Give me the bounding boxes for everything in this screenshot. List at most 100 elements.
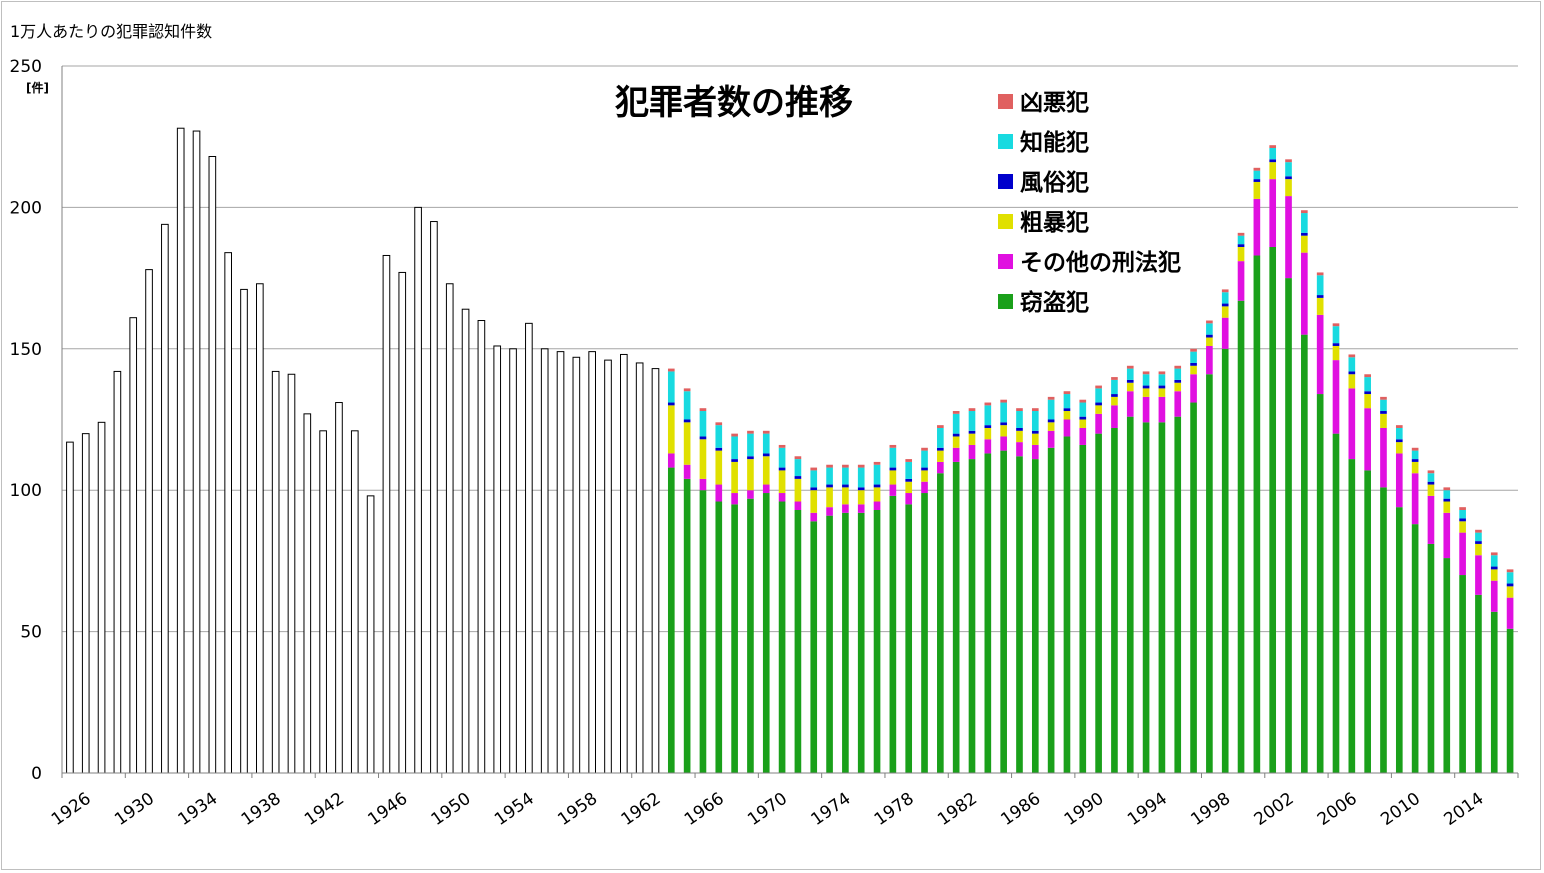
stacked-bar-segment bbox=[1237, 235, 1245, 245]
stacked-bar-segment bbox=[952, 461, 960, 773]
total-bar bbox=[240, 288, 248, 774]
stacked-bar-segment bbox=[1016, 411, 1023, 428]
stacked-bar-segment bbox=[952, 413, 960, 434]
stacked-bar-segment bbox=[1237, 246, 1245, 262]
x-tick-label: 1970 bbox=[744, 789, 791, 830]
chart-title: 犯罪者数の推移 bbox=[615, 83, 853, 123]
stacked-bar-segment bbox=[1206, 334, 1213, 338]
stacked-bar-segment bbox=[1079, 427, 1087, 445]
stacked-bar-segment bbox=[1190, 374, 1197, 403]
stacked-bar-segment bbox=[1174, 379, 1182, 383]
y-tick-label: 50 bbox=[20, 623, 42, 643]
x-tick-label: 1962 bbox=[618, 789, 665, 830]
stacked-bar-segment bbox=[984, 453, 992, 773]
stacked-bar-segment bbox=[968, 411, 976, 431]
stacked-bar-segment bbox=[1079, 416, 1087, 420]
total-bar bbox=[445, 283, 454, 774]
stacked-bar-segment bbox=[1047, 399, 1055, 420]
stacked-bar-segment bbox=[731, 436, 738, 460]
stacked-bar-segment bbox=[1301, 213, 1308, 233]
total-bar bbox=[66, 441, 74, 774]
stacked-bar-segment bbox=[1427, 473, 1435, 482]
stacked-bar-segment bbox=[1079, 419, 1087, 428]
stacked-bar-segment bbox=[968, 430, 976, 434]
stacked-bar-segment bbox=[699, 436, 707, 440]
stacked-bar-segment bbox=[1506, 597, 1514, 629]
stacked-bar-segment bbox=[747, 456, 754, 460]
stacked-bar-segment bbox=[778, 467, 786, 471]
stacked-bar-segment bbox=[1301, 334, 1308, 773]
stacked-bar-segment bbox=[873, 509, 881, 773]
stacked-bar-segment bbox=[1158, 388, 1166, 397]
stacked-bar-segment bbox=[857, 487, 865, 491]
total-bar bbox=[525, 322, 533, 774]
y-tick-label: 250 bbox=[10, 57, 42, 77]
total-bar bbox=[129, 317, 138, 774]
stacked-bar-segment bbox=[1111, 427, 1118, 773]
total-bar bbox=[430, 221, 438, 774]
stacked-bar-segment bbox=[1506, 583, 1514, 587]
stacked-bar-segment bbox=[1253, 181, 1261, 199]
total-bar bbox=[303, 413, 312, 774]
stacked-bar-segment bbox=[1031, 459, 1039, 773]
stacked-bar-segment bbox=[699, 408, 707, 412]
stacked-bar-segment bbox=[1475, 543, 1482, 556]
stacked-bar-segment bbox=[1016, 430, 1023, 443]
stacked-bar-segment bbox=[762, 433, 770, 454]
stacked-bar-segment bbox=[1253, 255, 1261, 773]
total-bar bbox=[113, 370, 122, 774]
stacked-bar-segment bbox=[1348, 354, 1356, 358]
stacked-bar-segment bbox=[1126, 391, 1134, 417]
stacked-bar-segment bbox=[1316, 272, 1324, 276]
stacked-bar-segment bbox=[1000, 399, 1007, 403]
stacked-bar-segment bbox=[1332, 323, 1340, 327]
stacked-bar-segment bbox=[889, 470, 897, 485]
stacked-bar-segment bbox=[842, 464, 849, 468]
stacked-bar-segment bbox=[1411, 473, 1419, 525]
stacked-bar-segment bbox=[778, 470, 786, 494]
stacked-bar-segment bbox=[1332, 360, 1340, 434]
x-tick-label: 1978 bbox=[871, 789, 918, 830]
stacked-bar-segment bbox=[667, 371, 675, 403]
stacked-bar-segment bbox=[731, 459, 738, 462]
stacked-bar-segment bbox=[1427, 484, 1435, 496]
stacked-bar-segment bbox=[1316, 314, 1324, 395]
total-bar bbox=[398, 271, 407, 774]
stacked-bar-segment bbox=[794, 456, 802, 460]
stacked-bar-segment bbox=[747, 459, 754, 491]
chart-unit-title: 1万人あたりの犯罪認知件数 bbox=[10, 22, 213, 41]
stacked-bar-segment bbox=[1475, 555, 1482, 595]
stacked-bar-segment bbox=[1443, 498, 1451, 502]
stacked-bar-segment bbox=[984, 427, 992, 440]
stacked-bar-segment bbox=[1126, 365, 1134, 369]
stacked-bar-segment bbox=[1206, 374, 1213, 773]
stacked-bar-segment bbox=[1301, 210, 1308, 214]
stacked-bar-segment bbox=[937, 447, 944, 451]
stacked-bar-segment bbox=[699, 478, 707, 491]
stacked-bar-segment bbox=[794, 509, 802, 773]
stacked-bar-segment bbox=[794, 501, 802, 510]
x-tick-label: 2014 bbox=[1441, 789, 1488, 830]
stacked-bar-segment bbox=[667, 467, 675, 773]
stacked-bar-segment bbox=[1411, 461, 1419, 474]
stacked-bar-segment bbox=[1221, 289, 1229, 293]
stacked-bar-segment bbox=[794, 459, 802, 477]
stacked-bar-segment bbox=[1269, 179, 1277, 247]
stacked-bar-segment bbox=[1253, 167, 1261, 171]
stacked-bar-segment bbox=[1459, 518, 1466, 522]
total-bar bbox=[319, 430, 327, 774]
stacked-bar-segment bbox=[1301, 232, 1308, 236]
stacked-bar-segment bbox=[921, 493, 928, 773]
stacked-bar-segment bbox=[1316, 275, 1324, 296]
stacked-bar-segment bbox=[1490, 569, 1498, 581]
stacked-bar-segment bbox=[1316, 297, 1324, 315]
stacked-bar-segment bbox=[1047, 422, 1055, 431]
x-tick-label: 1982 bbox=[934, 789, 981, 830]
stacked-bar-segment bbox=[1475, 529, 1482, 533]
stacked-bar-segment bbox=[747, 430, 754, 434]
stacked-bar-segment bbox=[889, 495, 897, 773]
stacked-bar-segment bbox=[762, 430, 770, 434]
stacked-bar-segment bbox=[794, 478, 802, 502]
x-axis-ticks: 1926 1930 1934 1938 1942 1946 1950 1954 1958 1962… bbox=[48, 789, 1488, 830]
stacked-bar-segment bbox=[857, 512, 865, 773]
